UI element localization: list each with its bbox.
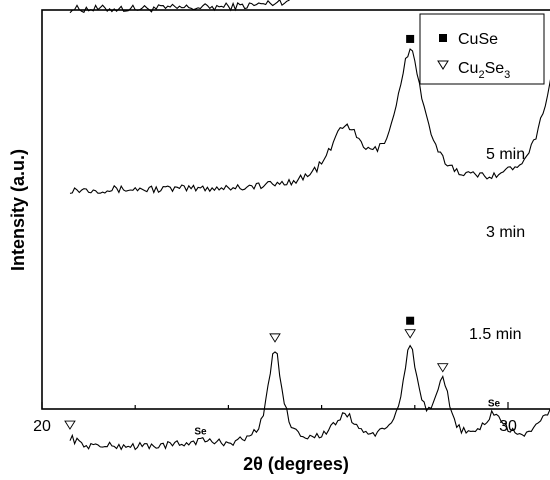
cuse-marker [406,34,415,43]
y-axis-label: Intensity (a.u.) [8,149,28,271]
curve-3min [69,48,550,194]
impurity-label: Se [488,399,501,410]
x-axis-label: 2θ (degrees) [243,454,349,474]
legend-cuse-label: CuSe [458,31,498,48]
curve-1.5min [69,344,550,451]
plot-frame [41,9,550,410]
curves [69,0,550,451]
cu2se3-marker [269,333,281,343]
cu2se3-marker [436,363,449,373]
peak-markers: (111)(112)(006)(117)(118)(136)SeSeCuCu [64,34,501,437]
cu2se3-marker [64,420,76,430]
impurity-label: Se [194,426,207,437]
x-tick-label: 30 [499,418,517,435]
legend-box [419,13,545,85]
legend: CuSe Cu2Se3 [419,13,545,85]
series-label-5min: 5 min [486,146,525,163]
x-tick-label: 20 [33,418,51,435]
legend-cu2se3-label: Cu2Se3 [458,60,510,81]
cuse-marker [406,316,415,325]
series-label-3min: 3 min [486,224,525,241]
legend-cu2se3-marker [437,60,449,70]
legend-cuse-marker [439,34,447,42]
x-axis-ticks: 2030405060 [33,402,517,435]
cu2se3-marker [404,329,416,339]
curve-5min [69,0,290,14]
series-labels: 5 min 3 min 1.5 min [469,146,525,343]
series-label-1.5min: 1.5 min [469,326,521,343]
